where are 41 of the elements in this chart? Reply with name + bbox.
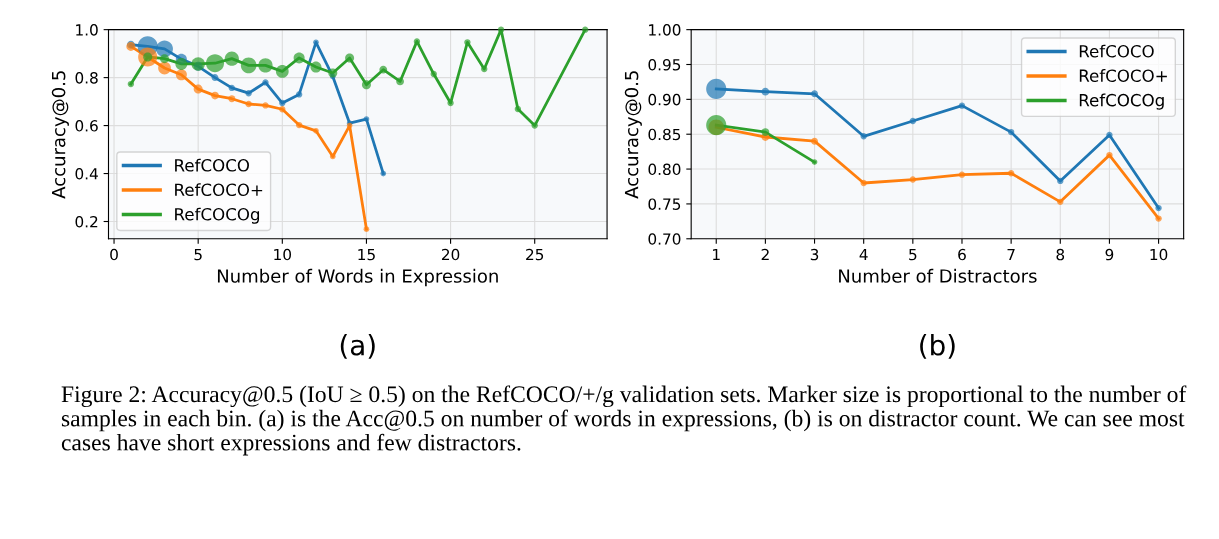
y-tick-label: 0.85 [648,128,681,141]
x-tick-label: 7 [1007,248,1015,261]
x-tick-label: 0 [110,248,118,261]
legend-label: RefCOCO [1079,44,1154,58]
y-tick-label: 0.8 [75,72,98,84]
x-tick-label: 3 [810,248,819,261]
y-tick-label: 0.2 [75,215,98,228]
x-axis-title: Number of Words in Expression [217,268,498,287]
text: (a) [340,334,375,359]
y-tick-label: 0.6 [75,120,98,132]
y-tick-label: 0.80 [648,163,681,176]
x-tick-label: 4 [859,248,868,261]
x-tick-label: 10 [1150,248,1168,261]
x-tick-label: 8 [1056,248,1065,261]
x-tick-label: 2 [761,248,769,261]
legend-label: RefCOCOg [175,207,260,224]
y-tick-label: 0.75 [648,198,681,210]
y-tick-label: 0.4 [75,168,98,180]
x-tick-label: 5 [194,248,202,261]
x-tick-label: 5 [909,248,917,261]
legend-label: RefCOCOg [1079,93,1164,110]
y-tick-label: 0.90 [648,93,681,106]
y-tick-label: 0.95 [648,58,681,71]
y-tick-label: 1.0 [76,24,98,36]
x-tick-label: 15 [358,248,375,261]
text: (b) [920,334,955,359]
x-tick-label: 1 [713,248,720,261]
caption: Figure 2: Accuracy@0.5 (IoU ≥ 0.5) on the RefCOCO/+/g validation sets. Marker size is proportional to the number of samples in each bin. (a) is the Acc@0.5 on number of words in expressions, (b) is on distractor count. We can see most cases have short expressions and few distractors. [61,385,1187,456]
x-axis-title: Number of Distractors [839,268,1037,283]
legend-label: RefCOCO+ [175,183,263,197]
x-tick-label: 9 [1105,248,1114,261]
y-axis-title: Accuracy@0.5 [624,71,642,199]
y-tick-label: 0.70 [648,233,681,245]
legend-label: RefCOCO [175,158,250,172]
y-axis-title: Accuracy@0.5 [51,71,69,199]
x-tick-label: 20 [441,248,460,261]
x-tick-label: 6 [958,248,966,261]
x-tick-label: 25 [526,248,544,261]
x-tick-label: 10 [274,248,292,261]
y-tick-label: 1.00 [649,24,681,36]
legend-label: RefCOCO+ [1079,69,1167,83]
